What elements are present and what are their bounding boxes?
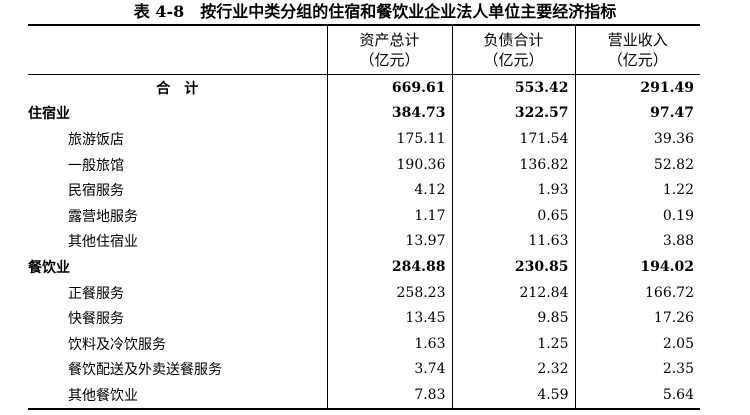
cell-value: 230.85 <box>451 254 575 280</box>
column-header-line: （亿元） <box>359 51 420 69</box>
column-header-line: 营业收入 <box>607 31 668 49</box>
cell-value: 5.64 <box>574 382 700 409</box>
row-label: 合 计 <box>156 80 199 97</box>
cell-value: 175.11 <box>326 126 452 152</box>
cell-value: 2.35 <box>574 356 700 383</box>
cell-value: 212.84 <box>451 279 575 306</box>
header-row: 资产总计 （亿元） 负债合计 （亿元） 营业收入 （亿元） <box>28 25 700 75</box>
row-label: 饮料及冷饮服务 <box>68 336 166 353</box>
row-label: 餐饮配送及外卖送餐服务 <box>68 362 222 379</box>
row-label: 露营地服务 <box>68 208 138 225</box>
cell-value: 7.83 <box>326 382 452 409</box>
column-header-line: （亿元） <box>483 51 544 69</box>
cell-value: 2.05 <box>574 330 700 357</box>
table-row: 住宿业 384.73 322.57 97.47 <box>28 100 700 127</box>
table-row: 一般旅馆 190.36 136.82 52.82 <box>28 151 700 178</box>
row-label: 其他住宿业 <box>68 234 138 251</box>
table-row: 餐饮配送及外卖送餐服务 3.74 2.32 2.35 <box>28 356 700 383</box>
cell-value: 322.57 <box>451 100 575 127</box>
cell-value: 291.49 <box>574 74 700 101</box>
corner <box>28 25 327 75</box>
cell-value: 13.97 <box>326 228 452 255</box>
cell-value: 171.54 <box>451 126 575 152</box>
table-row: 合 计 669.61 553.42 291.49 <box>28 74 700 101</box>
cell-value: 9.85 <box>451 305 575 331</box>
cell-value: 384.73 <box>326 100 452 127</box>
row-label: 其他餐饮业 <box>68 387 138 404</box>
table-row: 旅游饭店 175.11 171.54 39.36 <box>28 126 700 152</box>
cell-value: 3.74 <box>326 356 452 383</box>
column-header-line: 负债合计 <box>483 31 544 49</box>
row-label: 正餐服务 <box>68 285 124 302</box>
table-row: 饮料及冷饮服务 1.63 1.25 2.05 <box>28 330 700 357</box>
table-row: 民宿服务 4.12 1.93 1.22 <box>28 177 700 203</box>
cell-value: 1.22 <box>574 177 700 203</box>
cell-value: 553.42 <box>451 74 575 101</box>
cell-value: 258.23 <box>326 279 452 306</box>
cell-value: 669.61 <box>326 74 452 101</box>
cell-value: 4.59 <box>451 382 575 409</box>
cell-value: 136.82 <box>451 151 575 178</box>
table-row: 其他餐饮业 7.83 4.59 5.64 <box>28 382 700 409</box>
row-label: 住宿业 <box>28 106 70 123</box>
cell-value: 0.19 <box>574 202 700 229</box>
cell-value: 11.63 <box>451 228 575 255</box>
table-row: 其他住宿业 13.97 11.63 3.88 <box>28 228 700 255</box>
cell-value: 4.12 <box>326 177 452 203</box>
table-title: 表 4-8 按行业中类分组的住宿和餐饮业企业法人单位主要经济指标 <box>133 2 617 21</box>
cell-value: 17.26 <box>574 305 700 331</box>
column-header: 资产总计 （亿元） <box>326 25 452 75</box>
column-header-line: 资产总计 <box>359 31 420 49</box>
cell-value: 2.32 <box>451 356 575 383</box>
cell-value: 166.72 <box>574 279 700 306</box>
cell-value: 1.93 <box>451 177 575 203</box>
row-label: 餐饮业 <box>28 259 70 276</box>
cell-value: 1.25 <box>451 330 575 357</box>
cell-value: 3.88 <box>574 228 700 255</box>
cell-value: 1.63 <box>326 330 452 357</box>
cell-value: 97.47 <box>574 100 700 127</box>
column-header: 负债合计 （亿元） <box>451 25 575 75</box>
column-header: 营业收入 （亿元） <box>574 25 700 75</box>
cell-value: 52.82 <box>574 151 700 178</box>
cell-value: 194.02 <box>574 254 700 280</box>
row-label: 民宿服务 <box>68 183 124 200</box>
cell-value: 190.36 <box>326 151 452 178</box>
row-label: 快餐服务 <box>68 311 124 328</box>
row-label: 旅游饭店 <box>68 131 124 148</box>
cell-value: 284.88 <box>326 254 452 280</box>
cell-value: 1.17 <box>326 202 452 229</box>
row-label: 一般旅馆 <box>68 157 124 174</box>
table-row: 快餐服务 13.45 9.85 17.26 <box>28 305 700 331</box>
cell-value: 13.45 <box>326 305 452 331</box>
data-table: 资产总计 （亿元） 负债合计 （亿元） 营业收入 （亿元） 合 计 669.61 553.42… <box>28 24 700 410</box>
table-row: 正餐服务 258.23 212.84 166.72 <box>28 279 700 306</box>
table-row: 餐饮业 284.88 230.85 194.02 <box>28 254 700 280</box>
table-row: 露营地服务 1.17 0.65 0.19 <box>28 202 700 229</box>
column-header-line: （亿元） <box>607 51 668 69</box>
cell-value: 39.36 <box>574 126 700 152</box>
cell-value: 0.65 <box>451 202 575 229</box>
